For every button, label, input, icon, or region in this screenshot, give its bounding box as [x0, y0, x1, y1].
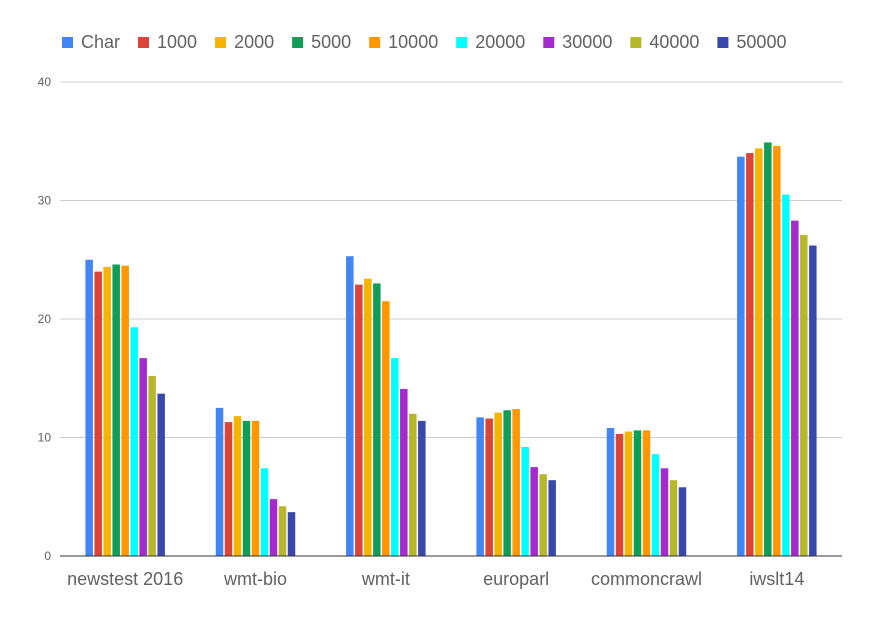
bar — [233, 416, 242, 556]
bar — [242, 420, 251, 556]
bar — [773, 145, 781, 557]
bar — [148, 375, 156, 556]
bar — [624, 431, 633, 556]
bar — [382, 301, 390, 556]
y-tick-label: 40 — [38, 75, 52, 89]
bar — [121, 265, 129, 556]
legend-label: 1000 — [157, 32, 197, 52]
y-tick-label: 20 — [38, 312, 52, 326]
legend-label: 30000 — [562, 32, 612, 52]
bar — [606, 428, 615, 556]
bar — [85, 259, 93, 556]
bar — [642, 430, 651, 556]
bar — [94, 271, 102, 556]
legend-label: 2000 — [234, 32, 274, 52]
bar — [260, 468, 269, 556]
legend-label: 10000 — [388, 32, 438, 52]
bar — [346, 256, 354, 556]
bar — [782, 194, 790, 556]
legend-swatch — [456, 37, 468, 48]
legend-swatch — [215, 37, 227, 48]
bar — [737, 156, 745, 556]
legend-label: 20000 — [475, 32, 525, 52]
legend-swatch — [62, 37, 73, 48]
bar — [157, 393, 165, 556]
x-category-label: newstest 2016 — [67, 569, 183, 589]
bar — [391, 358, 399, 556]
bar — [400, 388, 408, 556]
bar — [530, 467, 538, 557]
legend-label: 50000 — [736, 32, 786, 52]
legend-swatch — [630, 37, 642, 48]
bar — [791, 220, 799, 556]
legend-label: 5000 — [311, 32, 351, 52]
bars — [85, 142, 817, 557]
bar — [755, 148, 763, 557]
legend-swatch — [543, 37, 555, 48]
y-tick-label: 30 — [38, 194, 52, 208]
bar — [418, 420, 426, 556]
bar — [278, 506, 287, 556]
x-category-label: europarl — [483, 569, 549, 589]
bar — [224, 422, 233, 556]
legend-swatch — [717, 37, 729, 48]
legend: Char 1000 2000 5000 10000 20000 30000 40000 5000… — [62, 32, 786, 52]
bar — [251, 420, 260, 556]
bar — [215, 407, 224, 557]
bar — [512, 409, 520, 556]
legend-label: 40000 — [649, 32, 699, 52]
bar — [521, 446, 529, 556]
bar — [615, 433, 624, 556]
bar — [494, 412, 502, 556]
legend-swatch — [138, 37, 150, 48]
x-category-label: wmt-bio — [223, 569, 287, 589]
x-category-label: wmt-it — [361, 569, 410, 589]
y-tick-label: 10 — [38, 431, 52, 445]
bar — [103, 266, 111, 556]
bar — [287, 512, 296, 556]
legend-swatch — [369, 37, 381, 48]
bar — [809, 245, 817, 556]
bar — [409, 413, 417, 556]
gridlines — [60, 81, 842, 438]
bar — [800, 234, 808, 556]
bar — [651, 454, 660, 556]
x-axis-categories: newstest 2016 wmt-bio wmt-it europarl common… — [67, 569, 804, 589]
bar — [548, 480, 556, 556]
bar — [539, 474, 547, 556]
x-category-label: commoncrawl — [591, 569, 702, 589]
bar — [364, 278, 372, 556]
bar — [139, 358, 147, 556]
bar — [669, 480, 678, 556]
y-axis-ticks: 0 10 20 30 40 — [38, 75, 52, 563]
bar — [485, 418, 493, 556]
y-tick-label: 0 — [44, 549, 51, 563]
bar — [746, 153, 754, 556]
bar — [355, 284, 363, 556]
bar — [633, 430, 642, 556]
bar — [112, 264, 120, 556]
bar — [269, 499, 278, 556]
bar — [764, 142, 772, 556]
bar — [373, 283, 381, 556]
x-category-label: iwslt14 — [749, 569, 804, 589]
bar — [130, 327, 138, 556]
bar — [660, 468, 669, 556]
legend-label: Char — [81, 32, 120, 52]
legend-swatch — [292, 37, 304, 48]
bar — [476, 417, 484, 556]
bar — [503, 410, 511, 556]
bar — [678, 487, 687, 556]
